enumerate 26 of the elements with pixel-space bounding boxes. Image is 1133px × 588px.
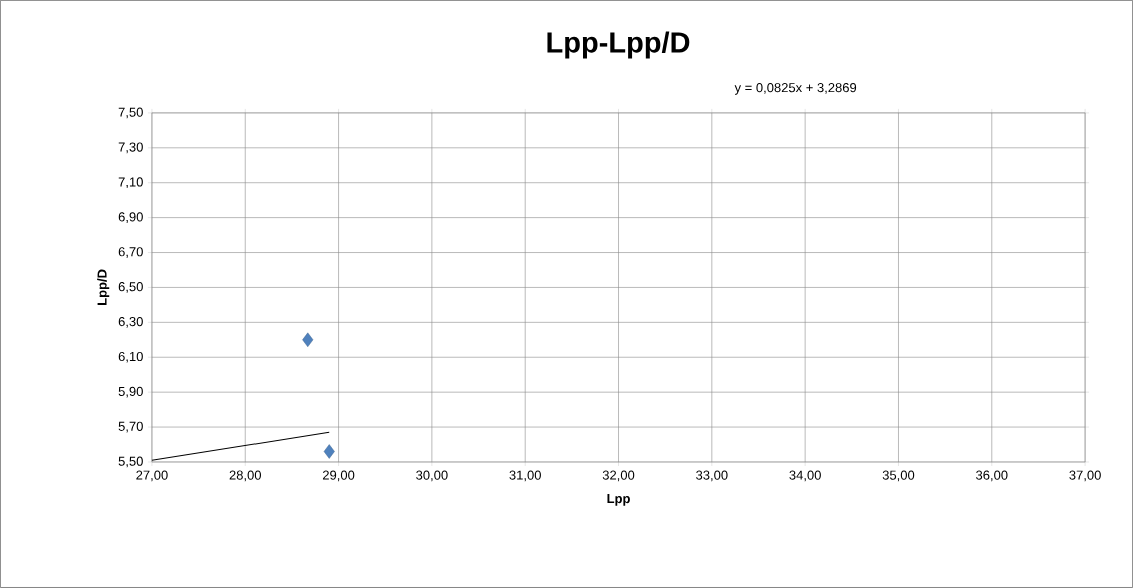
y-tick-label: 5,90 [118, 386, 143, 398]
x-tick-label: 35,00 [882, 470, 915, 482]
y-tick-label: 6,50 [118, 282, 143, 293]
chart-title: Lpp-Lpp/D [547, 31, 690, 59]
x-tick-label: 36,00 [976, 470, 1008, 482]
y-axis-title: Lpp/D [97, 269, 110, 306]
y-tick-label: 6,70 [118, 247, 143, 258]
text: y = 0,0825x + 3,2869 [734, 83, 857, 95]
y-tick-label: 7,50 [118, 107, 143, 119]
y-tick-label: 7,30 [118, 142, 143, 154]
x-tick-label: 32,00 [602, 470, 635, 482]
y-tick-label: 6,30 [118, 317, 143, 328]
x-tick-label: 27,00 [136, 470, 168, 482]
y-tick-label: 7,10 [118, 177, 143, 189]
x-tick-label: 34,00 [789, 470, 821, 482]
x-tick-label: 33,00 [696, 470, 728, 482]
y-tick-label: 6,90 [118, 212, 143, 224]
x-axis-title: Lpp [607, 494, 630, 506]
x-tick-label: 30,00 [416, 470, 448, 482]
x-tick-label: 31,00 [509, 470, 541, 482]
x-tick-label: 29,00 [322, 470, 355, 482]
x-tick-label: 37,00 [1069, 470, 1101, 482]
x-tick-label: 28,00 [229, 470, 262, 482]
y-tick-label: 5,70 [118, 421, 143, 433]
y-tick-label: 6,10 [118, 351, 143, 363]
y-tick-label: 5,50 [118, 456, 143, 468]
